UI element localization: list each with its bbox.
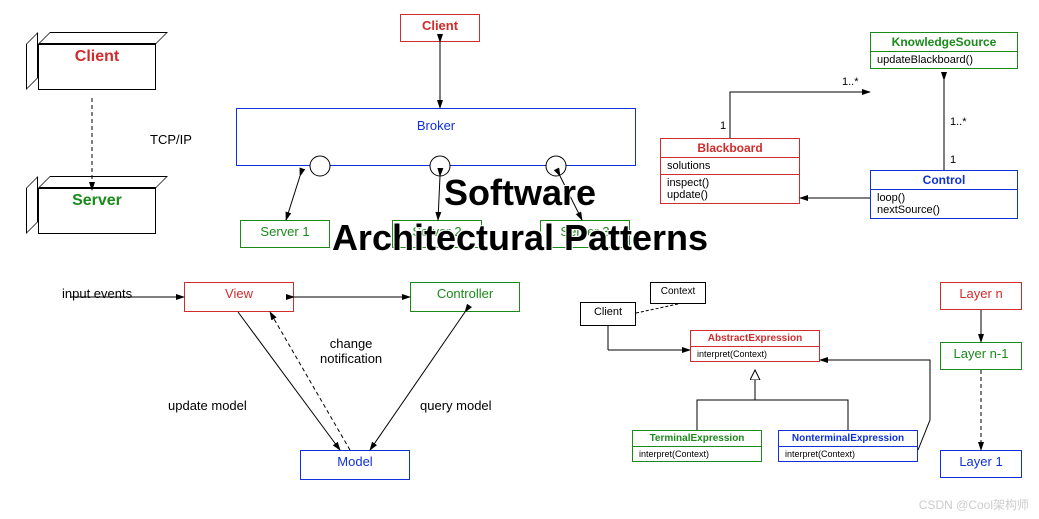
mult-bbks: 1..* [842, 76, 859, 88]
query-model-label: query model [420, 398, 492, 413]
title-line-2: Architectural Patterns [260, 215, 780, 260]
ks-ops: updateBlackboard() [871, 52, 1017, 68]
server-label: Server [72, 192, 122, 209]
nonterminal-ops: interpret(Context) [779, 447, 917, 461]
title-line-1: Software [260, 170, 780, 215]
server-top-face [38, 176, 168, 188]
mult-ksctrl: 1..* [950, 116, 967, 128]
mult-bb: 1 [720, 120, 726, 132]
tcpip-label: TCP/IP [150, 132, 192, 147]
control-box: Control loop() nextSource() [870, 170, 1018, 219]
interp-client: Client [580, 302, 636, 326]
control-title: Control [871, 171, 1017, 190]
layer-n: Layer n [940, 282, 1022, 310]
blackboard-title: Blackboard [661, 139, 799, 158]
client-top-face [38, 32, 168, 44]
nonterminal-title: NonterminalExpression [779, 431, 917, 447]
knowledgesource-box: KnowledgeSource updateBlackboard() [870, 32, 1018, 69]
ks-title: KnowledgeSource [871, 33, 1017, 52]
nonterminal-expression: NonterminalExpression interpret(Context) [778, 430, 918, 462]
terminal-title: TerminalExpression [633, 431, 761, 447]
mult-ctrlks: 1 [950, 154, 956, 166]
terminal-ops: interpret(Context) [633, 447, 761, 461]
interp-context: Context [650, 282, 706, 304]
update-model-label: update model [168, 398, 247, 413]
abstract-expression: AbstractExpression interpret(Context) [690, 330, 820, 362]
broker-label: Broker [243, 112, 629, 133]
change-notif-label: change notification [320, 336, 382, 366]
watermark: CSDN @Cool架构师 [919, 496, 1029, 513]
view-box: View [184, 282, 294, 312]
client-label: Client [75, 48, 119, 65]
layer-n-1: Layer n-1 [940, 342, 1022, 370]
client-box: Client [38, 44, 156, 90]
abstract-ops: interpret(Context) [691, 347, 819, 361]
controller-box: Controller [410, 282, 520, 312]
broker-box: Broker [236, 108, 636, 166]
terminal-expression: TerminalExpression interpret(Context) [632, 430, 762, 462]
input-events-label: input events [62, 286, 132, 301]
broker-client-box: Client [400, 14, 480, 42]
control-ops: loop() nextSource() [871, 190, 1017, 218]
server-box: Server [38, 188, 156, 234]
main-title: Software Architectural Patterns [260, 170, 780, 260]
abstract-title: AbstractExpression [691, 331, 819, 347]
model-box: Model [300, 450, 410, 480]
client-side-face [26, 32, 38, 90]
server-side-face [26, 176, 38, 234]
layer-1: Layer 1 [940, 450, 1022, 478]
